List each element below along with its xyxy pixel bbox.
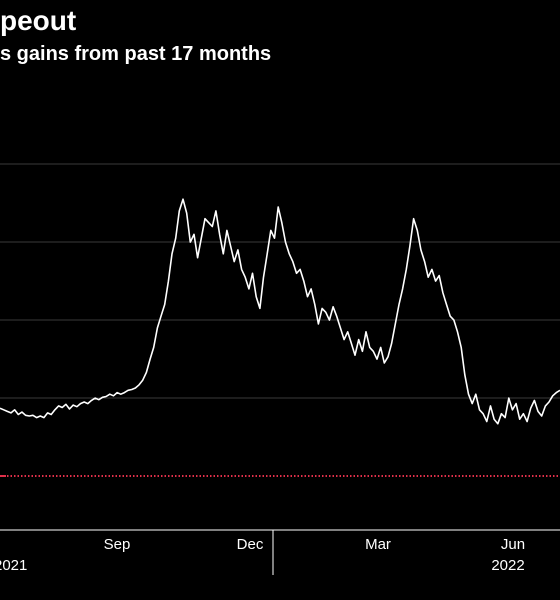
x-tick-label-sep: Sep xyxy=(104,536,131,553)
year-label-2022: 2022 xyxy=(491,557,524,574)
grid-layer xyxy=(0,163,560,399)
chart-title: peout xyxy=(0,5,77,36)
year-label-2021: 2021 xyxy=(0,557,27,574)
x-axis: Sep Dec Mar Jun 2021 2022 xyxy=(0,529,560,575)
x-tick-label-mar: Mar xyxy=(365,536,391,553)
series-layer xyxy=(0,198,560,425)
x-tick-label-jun: Jun xyxy=(501,536,525,553)
chart-subtitle: s gains from past 17 months xyxy=(0,43,272,65)
x-tick-label-dec: Dec xyxy=(237,536,264,553)
series-line xyxy=(0,198,560,425)
